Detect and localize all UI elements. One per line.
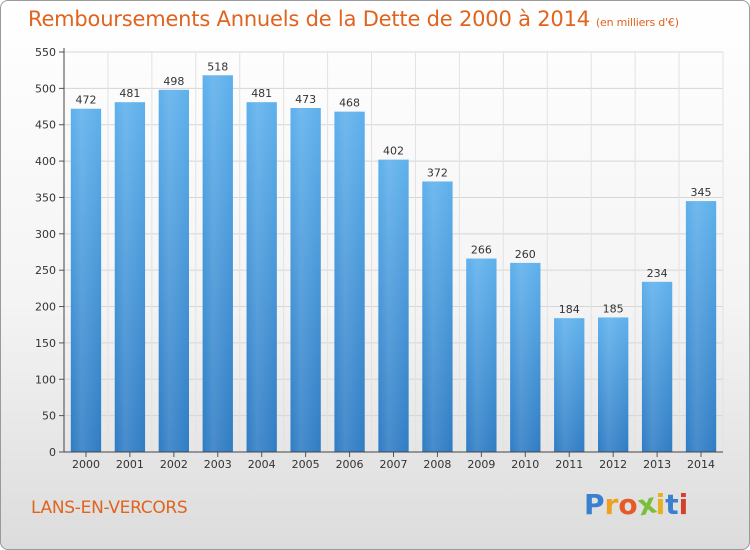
x-tick-label-2010: 2010 — [511, 458, 539, 471]
value-label-2001: 481 — [119, 87, 140, 100]
x-tick-label-2007: 2007 — [380, 458, 408, 471]
y-tick-label: 300 — [35, 228, 56, 241]
y-tick-label: 50 — [42, 410, 56, 423]
value-label-2013: 234 — [647, 267, 668, 280]
logo-letter: P — [584, 488, 605, 521]
y-tick-label: 150 — [35, 337, 56, 350]
value-label-2007: 402 — [383, 145, 404, 158]
bar-shine-2002 — [159, 90, 189, 452]
y-tick-label: 250 — [35, 264, 56, 277]
bar-shine-2012 — [598, 317, 628, 452]
value-label-2004: 481 — [251, 87, 272, 100]
bar-shine-2003 — [203, 75, 233, 452]
x-tick-label-2005: 2005 — [292, 458, 320, 471]
x-tick-label-2008: 2008 — [423, 458, 451, 471]
x-tick-label-2000: 2000 — [72, 458, 100, 471]
value-label-2000: 472 — [75, 94, 96, 107]
logo-letter: t — [665, 488, 678, 521]
chart-frame: Remboursements Annuels de la Dette de 20… — [0, 0, 750, 550]
x-tick-label-2011: 2011 — [555, 458, 583, 471]
logo-letter: i — [679, 488, 689, 521]
logo-letter: r — [605, 488, 619, 521]
y-tick-label: 450 — [35, 119, 56, 132]
value-label-2012: 185 — [603, 302, 624, 315]
y-tick-label: 500 — [35, 82, 56, 95]
bar-shine-2006 — [334, 112, 364, 452]
y-tick-label: 200 — [35, 301, 56, 314]
bars-group — [71, 75, 716, 452]
proxiti-logo: Proxiti — [584, 488, 688, 521]
x-tick-label-2012: 2012 — [599, 458, 627, 471]
bar-shine-2011 — [554, 318, 584, 452]
bar-shine-2004 — [247, 102, 277, 452]
bar-shine-2014 — [686, 201, 716, 452]
value-label-2010: 260 — [515, 248, 536, 261]
x-tick-label-2006: 2006 — [336, 458, 364, 471]
value-label-2005: 473 — [295, 93, 316, 106]
x-tick-label-2004: 2004 — [248, 458, 276, 471]
bar-shine-2013 — [642, 282, 672, 452]
y-tick-label: 400 — [35, 155, 56, 168]
x-tick-label-2014: 2014 — [687, 458, 715, 471]
y-tick-label: 350 — [35, 191, 56, 204]
value-label-2014: 345 — [691, 186, 712, 199]
y-tick-label: 0 — [49, 446, 56, 459]
x-tick-label-2002: 2002 — [160, 458, 188, 471]
bar-shine-2001 — [115, 102, 145, 452]
x-tick-label-2013: 2013 — [643, 458, 671, 471]
bar-shine-2005 — [290, 108, 320, 452]
bar-shine-2000 — [71, 109, 101, 452]
value-label-2003: 518 — [207, 60, 228, 73]
value-label-2006: 468 — [339, 97, 360, 110]
town-name: LANS-EN-VERCORS — [31, 498, 187, 518]
x-tick-label-2009: 2009 — [467, 458, 495, 471]
bar-shine-2009 — [466, 259, 496, 452]
x-tick-label-2001: 2001 — [116, 458, 144, 471]
value-label-2002: 498 — [163, 75, 184, 88]
bar-shine-2010 — [510, 263, 540, 452]
bar-chart: 472 481 498 518 481 473 468 402 372 266 260 184 185 2… — [1, 1, 750, 550]
y-tick-label: 100 — [35, 373, 56, 386]
bar-shine-2008 — [422, 181, 452, 452]
y-tick-label: 550 — [35, 46, 56, 59]
x-tick-label-2003: 2003 — [204, 458, 232, 471]
value-label-2009: 266 — [471, 244, 492, 257]
value-label-2011: 184 — [559, 303, 580, 316]
bar-shine-2007 — [378, 160, 408, 452]
value-label-2008: 372 — [427, 166, 448, 179]
